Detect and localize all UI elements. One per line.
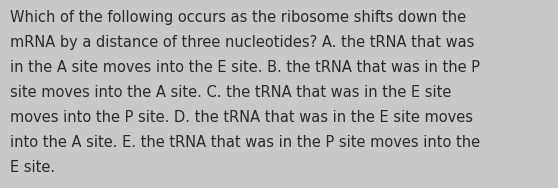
Text: E site.: E site. — [10, 160, 55, 175]
Text: Which of the following occurs as the ribosome shifts down the: Which of the following occurs as the rib… — [10, 10, 466, 25]
Text: moves into the P site. D. the tRNA that was in the E site moves: moves into the P site. D. the tRNA that … — [10, 110, 473, 125]
Text: into the A site. E. the tRNA that was in the P site moves into the: into the A site. E. the tRNA that was in… — [10, 135, 480, 150]
Text: mRNA by a distance of three nucleotides? A. the tRNA that was: mRNA by a distance of three nucleotides?… — [10, 35, 474, 50]
Text: site moves into the A site. C. the tRNA that was in the E site: site moves into the A site. C. the tRNA … — [10, 85, 451, 100]
Text: in the A site moves into the E site. B. the tRNA that was in the P: in the A site moves into the E site. B. … — [10, 60, 480, 75]
